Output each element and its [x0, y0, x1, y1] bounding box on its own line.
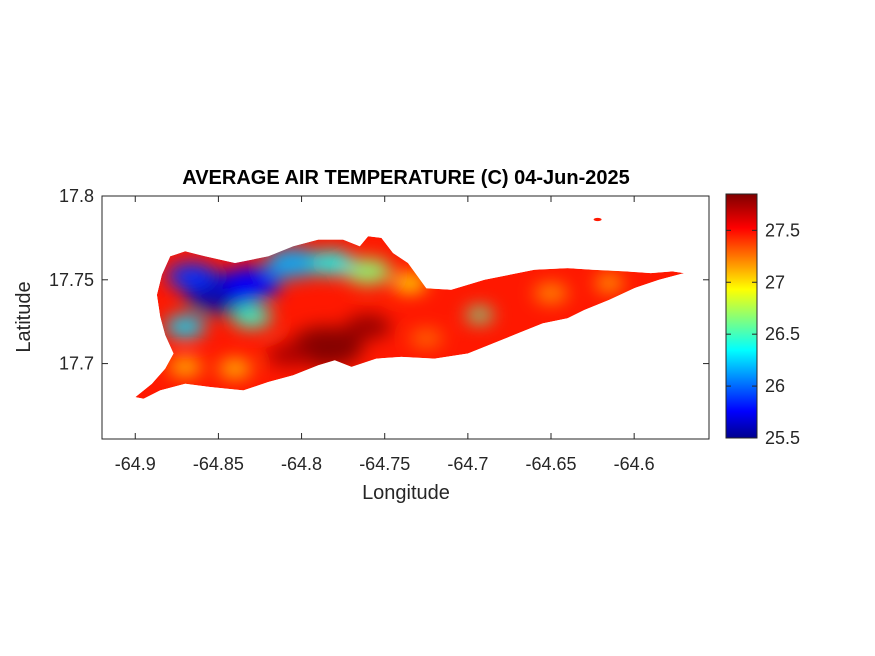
colorbar-tick-label: 26 — [765, 376, 785, 396]
colorbar-tick-label: 25.5 — [765, 428, 800, 448]
temperature-sample — [309, 251, 354, 275]
temperature-sample — [344, 258, 392, 285]
islet — [593, 217, 602, 222]
plot-area: -64.9 -64.85 -64.8 -64.75 -64.7 -64.65 -64.6 1… — [49, 186, 710, 474]
temperature-sample — [344, 313, 392, 340]
temperature-sample — [266, 248, 320, 278]
temperature-sample — [231, 305, 272, 328]
temperature-sample — [168, 357, 202, 377]
temperature-sample — [393, 273, 427, 293]
colorbar-tick-label: 26.5 — [765, 324, 800, 344]
colorbar-gradient — [725, 193, 758, 439]
temperature-sample — [534, 284, 568, 303]
y-axis-label: Latitude — [13, 281, 35, 352]
y-axis: 17.7 17.75 17.8 — [49, 186, 709, 374]
x-tick-label: -64.8 — [281, 454, 322, 474]
colorbar-tick-label: 27.5 — [765, 220, 800, 240]
temperature-sample — [595, 275, 623, 291]
y-tick-label: 17.75 — [49, 270, 94, 290]
y-tick-label: 17.7 — [59, 354, 94, 374]
temperature-sample — [409, 329, 443, 348]
x-tick-label: -64.65 — [525, 454, 576, 474]
colorbar-tick-label: 27 — [765, 272, 785, 292]
temperature-sample — [466, 307, 493, 323]
x-tick-label: -64.85 — [193, 454, 244, 474]
temperature-sample — [165, 315, 206, 338]
colorbar-ticks: 25.5 26 26.5 27 27.5 — [726, 220, 800, 448]
temperature-sample — [166, 262, 217, 291]
temperature-field — [135, 217, 685, 399]
x-axis: -64.9 -64.85 -64.8 -64.75 -64.7 -64.65 -64.6 — [115, 196, 655, 474]
y-tick-label: 17.8 — [59, 186, 94, 206]
x-axis-label: Longitude — [362, 482, 450, 504]
axes-frame — [101, 195, 710, 440]
temperature-sample — [221, 266, 282, 300]
x-tick-label: -64.7 — [447, 454, 488, 474]
temperature-sample — [266, 343, 310, 368]
x-tick-label: -64.75 — [359, 454, 410, 474]
x-tick-label: -64.6 — [614, 454, 655, 474]
colorbar: 25.5 26 26.5 27 27.5 — [725, 193, 800, 448]
x-tick-label: -64.9 — [115, 454, 156, 474]
chart-title: AVERAGE AIR TEMPERATURE (C) 04-Jun-2025 — [182, 167, 629, 189]
temperature-sample — [218, 359, 252, 378]
